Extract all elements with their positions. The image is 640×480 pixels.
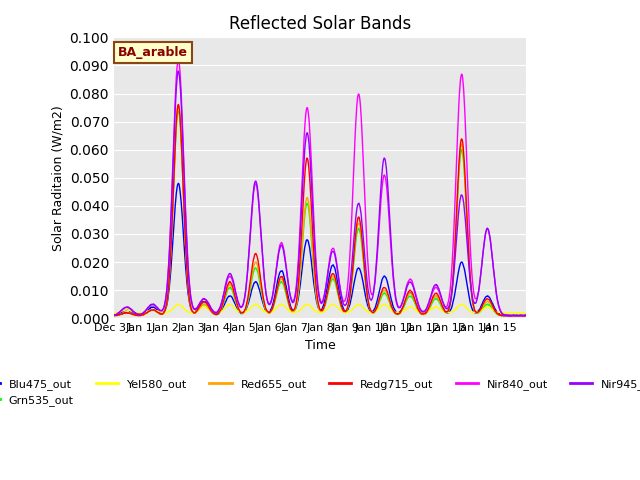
Yel580_out [385,305,393,311]
Text: BA_arable: BA_arable [118,46,188,59]
Line: Redg715_out: Redg715_out [114,105,526,316]
Nir840_out [110,312,118,318]
Red655_out [255,271,263,277]
Redg715_out [175,102,182,108]
Redg715_out [159,311,166,317]
Yel580_out [517,310,525,316]
Yel580_out [362,307,370,313]
Grn535_out [255,276,263,281]
Grn535_out [522,313,530,319]
Legend: Blu475_out, Grn535_out, Yel580_out, Red655_out, Redg715_out, Nir840_out, Nir945_: Blu475_out, Grn535_out, Yel580_out, Red6… [0,374,640,410]
Grn535_out [271,300,278,306]
Grn535_out [511,313,519,319]
Yel580_out [234,308,242,314]
X-axis label: Time: Time [305,339,335,352]
Nir945_out [235,300,243,306]
Red655_out [385,297,393,302]
Nir945_out [110,312,118,318]
Yel580_out [159,310,166,315]
Yel580_out [271,307,278,312]
Blu475_out [362,295,370,300]
Red655_out [522,312,530,318]
Red655_out [362,282,370,288]
Nir945_out [175,68,182,74]
Blu475_out [255,286,263,291]
Redg715_out [385,295,393,300]
Nir945_out [271,281,278,287]
Red655_out [110,312,118,318]
Line: Red655_out: Red655_out [114,105,526,316]
Grn535_out [235,307,243,313]
Grn535_out [385,298,393,304]
Nir945_out [159,308,166,313]
Nir840_out [175,57,182,63]
Line: Grn535_out: Grn535_out [114,111,526,316]
Yel580_out [110,310,118,316]
Blu475_out [159,311,166,316]
Blu475_out [520,313,528,319]
Redg715_out [110,313,118,319]
Title: Reflected Solar Bands: Reflected Solar Bands [229,15,411,33]
Nir945_out [522,312,530,318]
Redg715_out [362,280,370,286]
Yel580_out [522,310,530,316]
Blu475_out [110,312,118,318]
Nir840_out [362,223,370,228]
Nir945_out [362,267,370,273]
Redg715_out [271,298,278,303]
Nir840_out [159,307,166,312]
Blu475_out [175,180,182,186]
Nir840_out [385,216,393,221]
Nir840_out [271,279,278,285]
Grn535_out [362,284,370,290]
Blu475_out [271,294,278,300]
Blu475_out [385,286,393,292]
Line: Blu475_out: Blu475_out [114,183,526,316]
Redg715_out [506,313,513,319]
Y-axis label: Solar Raditaion (W/m2): Solar Raditaion (W/m2) [51,105,64,251]
Grn535_out [175,108,182,114]
Red655_out [271,299,278,304]
Blu475_out [235,308,243,313]
Redg715_out [235,306,243,312]
Nir840_out [511,313,519,319]
Line: Yel580_out: Yel580_out [114,304,526,313]
Red655_out [175,102,182,108]
Red655_out [520,313,527,319]
Grn535_out [110,313,118,319]
Line: Nir945_out: Nir945_out [114,71,526,316]
Blu475_out [522,312,530,318]
Nir840_out [522,313,530,319]
Red655_out [235,306,243,312]
Line: Nir840_out: Nir840_out [114,60,526,316]
Nir945_out [385,204,393,210]
Nir840_out [235,301,243,307]
Grn535_out [159,311,166,317]
Nir945_out [255,202,263,208]
Yel580_out [255,303,263,309]
Nir945_out [507,313,515,319]
Red655_out [159,311,166,316]
Redg715_out [522,312,530,318]
Nir840_out [255,204,263,210]
Yel580_out [252,301,260,307]
Redg715_out [255,264,263,270]
